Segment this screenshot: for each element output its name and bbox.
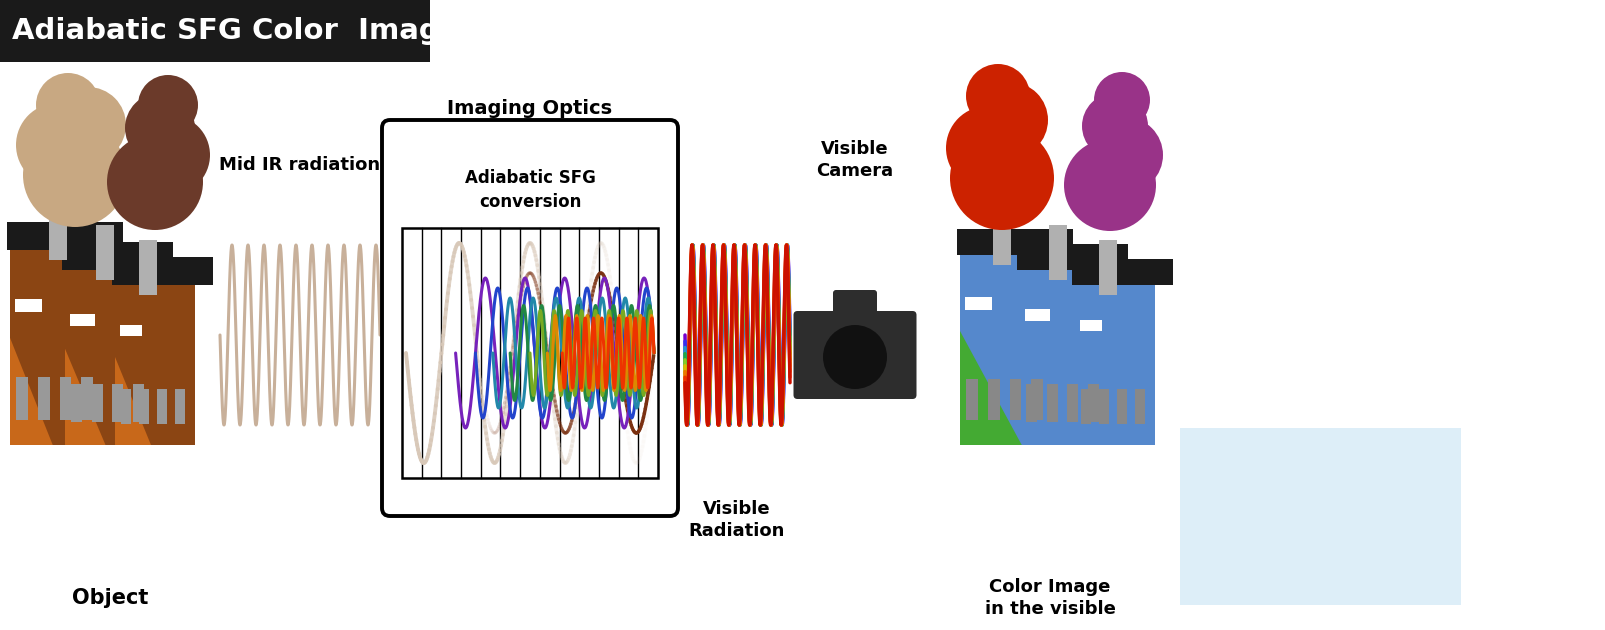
Circle shape [1064,139,1156,231]
Text: Adiabatic SFG Color  Imaging: Adiabatic SFG Color Imaging [11,17,491,45]
Bar [82,377,93,420]
Bar [0,0,430,62]
Text: Imaging Optics: Imaging Optics [448,98,613,118]
Circle shape [973,82,1048,158]
FancyBboxPatch shape [382,120,677,516]
Bar [39,377,50,420]
Circle shape [823,325,888,389]
Bar [10,250,104,445]
Bar [1082,389,1091,424]
Text: Visible
Camera: Visible Camera [817,140,894,180]
Circle shape [843,344,868,370]
Bar [993,210,1011,265]
Bar [1046,384,1058,422]
Polygon shape [1018,244,1128,270]
Bar [1026,309,1050,321]
Bar [1180,428,1461,605]
Polygon shape [1072,259,1173,285]
Text: Mid IR radiation: Mid IR radiation [220,156,380,174]
Bar [140,389,149,424]
Bar [120,325,143,336]
Polygon shape [957,229,1074,255]
Bar [960,255,1054,445]
Bar [71,384,82,422]
Circle shape [1082,93,1148,159]
Bar [59,377,72,420]
Polygon shape [6,222,124,250]
FancyBboxPatch shape [793,311,916,399]
FancyBboxPatch shape [833,290,876,318]
Bar [112,384,124,422]
Bar [1026,384,1037,422]
Text: Adiabatic SFG
conversion: Adiabatic SFG conversion [464,169,595,211]
Circle shape [35,73,100,137]
Polygon shape [112,257,213,285]
Circle shape [138,75,197,135]
Bar [116,285,194,445]
Bar [157,389,167,424]
Circle shape [1087,117,1164,193]
Circle shape [130,115,210,195]
Bar [401,228,658,478]
Circle shape [108,134,202,230]
Bar [133,384,144,422]
Text: Visible
Radiation: Visible Radiation [689,500,785,540]
Circle shape [833,335,876,379]
Bar [64,270,156,445]
Circle shape [966,64,1030,128]
Bar [987,379,1000,420]
Bar [1075,285,1156,445]
Polygon shape [63,242,173,270]
Text: Color Image
in the visible: Color Image in the visible [984,578,1115,618]
Bar [1080,320,1103,331]
Bar [1032,379,1043,420]
Bar [1099,389,1109,424]
Bar [965,297,992,310]
Polygon shape [116,357,151,445]
Bar [50,205,67,260]
Bar [91,384,103,422]
Bar [966,379,977,420]
Bar [1099,240,1117,295]
Bar [175,389,185,424]
Circle shape [22,123,127,227]
Bar [14,299,42,312]
Bar [1021,270,1111,445]
Circle shape [950,126,1054,230]
Polygon shape [64,349,106,445]
Bar [96,225,114,280]
Circle shape [1095,72,1151,128]
Polygon shape [10,338,53,445]
Bar [1010,379,1021,420]
Bar [1088,384,1099,422]
Text: Object: Object [72,588,148,608]
Bar [1067,384,1079,422]
Circle shape [125,93,194,163]
Bar [71,314,95,326]
Polygon shape [960,331,1022,445]
Circle shape [945,106,1030,190]
Bar [140,240,157,295]
Bar [1117,389,1127,424]
Bar [1050,225,1067,280]
Bar [16,377,27,420]
Bar [1135,389,1144,424]
Bar [120,389,132,424]
Circle shape [16,103,100,187]
Circle shape [50,87,127,163]
